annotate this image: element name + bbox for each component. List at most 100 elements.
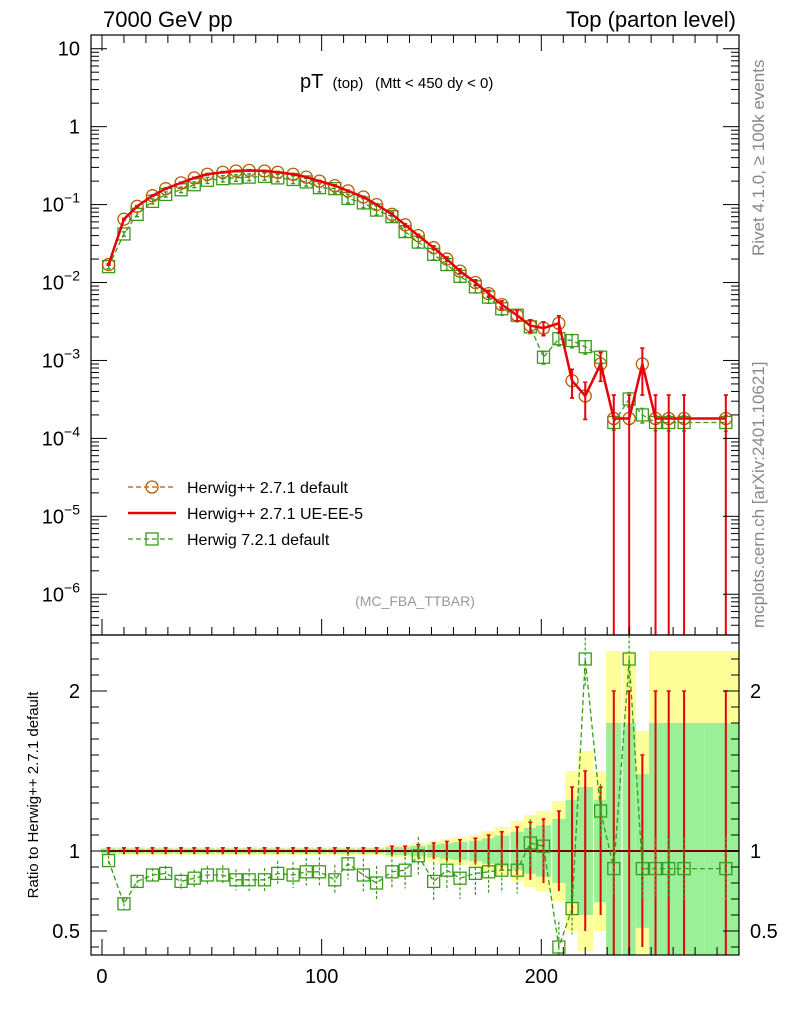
x-tick-label: 0 <box>96 966 107 988</box>
data-point-circle <box>130 199 144 213</box>
data-point-circle <box>481 286 496 301</box>
y-tick-label: 1 <box>69 117 80 139</box>
ratio-y-tick-label-right: 0.5 <box>750 921 778 943</box>
ratio-point-herwig7 <box>130 874 144 889</box>
y-tick-label: 10−6 <box>42 579 80 606</box>
data-point-circle <box>411 228 425 243</box>
ratio-point-herwig7 <box>312 865 327 879</box>
ratio-point-herwig7 <box>523 836 537 850</box>
ratio-point-herwig7 <box>286 868 300 882</box>
ratio-y-tick-label-right: 2 <box>750 681 761 703</box>
ratio-point-herwig7 <box>328 873 342 887</box>
y-tick-label: 10 <box>58 39 80 61</box>
data-point-circle <box>356 190 371 204</box>
y-tick-base: 10 <box>42 195 64 217</box>
ratio-point-herwig7 <box>216 868 230 882</box>
data-point-circle <box>453 264 467 278</box>
ratio-point-herwig7 <box>622 652 636 666</box>
data-point-circle <box>299 170 313 184</box>
ratio-point-herwig7 <box>101 853 116 868</box>
mcplots-label: mcplots.cern.ch [arXiv:2401.10621] <box>749 361 768 628</box>
data-point-square <box>578 340 592 354</box>
chart-title: pT (top) (Mtt < 450 dy < 0) <box>300 71 493 93</box>
y-tick-exponent: −3 <box>64 345 80 361</box>
data-point-circle <box>187 171 201 185</box>
ratio-point-herwig7 <box>242 873 256 887</box>
y-tick-base: 10 <box>42 506 64 528</box>
data-point-circle <box>159 182 173 196</box>
x-tick-label: 200 <box>525 966 558 988</box>
data-point-circle <box>495 298 509 312</box>
ratio-y-tick-label-left: 2 <box>69 681 80 703</box>
ratio-point-herwig7 <box>552 940 566 954</box>
ratio-point-herwig7 <box>299 865 313 879</box>
data-point-square <box>565 333 579 348</box>
analysis-watermark: (MC_FBA_TTBAR) <box>355 593 475 609</box>
data-point-circle <box>468 275 483 290</box>
rivet-version-label: Rivet 4.1.0, ≥ 100k events <box>749 59 768 256</box>
header-process-label: Top (parton level) <box>566 7 736 32</box>
ratio-point-herwig7 <box>200 868 215 882</box>
ratio-point-herwig7 <box>117 897 131 911</box>
data-point-circle <box>385 207 399 221</box>
ratio-point-herwig7 <box>385 865 399 879</box>
y-tick-exponent: −6 <box>64 579 80 595</box>
data-point-square <box>341 191 355 206</box>
ratio-point-herwig7 <box>411 849 425 863</box>
y-tick-exponent: −5 <box>64 501 80 517</box>
ratio-band-green <box>704 723 739 955</box>
ratio-line-herwig7 <box>107 658 726 948</box>
legend: Herwig++ 2.7.1 default Herwig++ 2.7.1 UE… <box>128 480 363 549</box>
ratio-point-herwig7 <box>271 866 285 881</box>
legend-label-herwigpp-default: Herwig++ 2.7.1 default <box>187 480 349 497</box>
ratio-point-herwig7 <box>159 866 173 881</box>
ratio-point-herwig7 <box>565 901 579 916</box>
y-tick-base: 10 <box>42 584 64 606</box>
ratio-y-tick-label-left: 1 <box>69 841 80 863</box>
data-point-square <box>536 350 551 364</box>
legend-marker-herwigpp-default <box>145 480 159 494</box>
ratio-point-herwig7 <box>398 863 412 877</box>
ratio-point-herwig7 <box>145 868 160 882</box>
ratio-point-herwig7 <box>187 871 201 885</box>
y-tick-base: 10 <box>58 39 80 61</box>
ratio-point-herwig7 <box>257 873 272 887</box>
y-tick-label: 10−5 <box>42 501 80 528</box>
y-tick-exponent: −4 <box>64 423 80 439</box>
ratio-point-herwig7 <box>440 863 454 877</box>
data-point-circle <box>369 197 384 212</box>
ratio-point-herwig7 <box>536 839 551 853</box>
data-point-square <box>130 207 144 221</box>
y-tick-label: 10−2 <box>42 268 80 295</box>
y-tick-label: 10−1 <box>42 190 80 217</box>
ratio-point-herwig7 <box>578 652 592 666</box>
ratio-point-herwig7 <box>369 876 384 890</box>
ratio-point-herwig7 <box>495 863 509 877</box>
ratio-point-herwig7 <box>229 873 243 887</box>
header-energy-label: 7000 GeV pp <box>103 7 233 32</box>
y-tick-base: 10 <box>42 273 64 295</box>
ratio-point-herwig7 <box>453 871 467 885</box>
data-point-square <box>635 408 649 422</box>
ratio-point-herwig7 <box>356 868 371 882</box>
ratio-point-herwig7 <box>662 861 676 876</box>
ratio-point-herwig7 <box>607 861 621 876</box>
ratio-point-herwig7 <box>427 874 441 889</box>
data-point-circle <box>341 184 355 198</box>
ratio-point-herwig7 <box>677 861 691 876</box>
ratio-point-herwig7 <box>648 861 663 876</box>
legend-label-herwig7-default: Herwig 7.2.1 default <box>187 532 330 549</box>
y-tick-exponent: −1 <box>64 190 80 206</box>
series-line-0 <box>107 169 726 420</box>
data-point-circle <box>145 189 160 203</box>
data-point-circle <box>101 257 116 272</box>
legend-marker-herwig7-default <box>145 532 159 546</box>
y-tick-base: 10 <box>42 428 64 450</box>
data-point-circle <box>174 176 188 190</box>
legend-label-herwigpp-ueee5: Herwig++ 2.7.1 UE-EE-5 <box>187 506 363 523</box>
y-tick-base: 10 <box>42 350 64 372</box>
data-point-circle <box>427 241 441 255</box>
ratio-point-herwig7 <box>341 857 355 871</box>
series-line-2 <box>107 175 726 425</box>
